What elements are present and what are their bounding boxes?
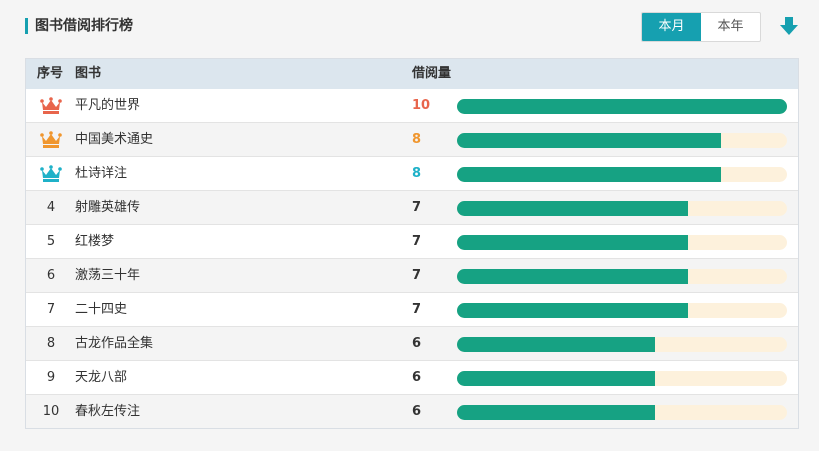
book-title: 二十四史 bbox=[75, 302, 128, 317]
table-row: 杜诗详注 8 bbox=[26, 157, 798, 191]
table-row: 5 红楼梦 7 bbox=[26, 225, 798, 259]
rank-cell: 8 bbox=[46, 336, 56, 351]
column-header-book: 图书 bbox=[75, 66, 102, 81]
rank-cell: 5 bbox=[46, 234, 56, 249]
book-title: 天龙八部 bbox=[75, 370, 128, 385]
rank-cell: 9 bbox=[46, 370, 56, 385]
ranking-table: 序号 图书 借阅量 平凡的世界 10 中国美术通史 8 杜诗详注 8 4 射雕英雄传 7 5 红楼梦… bbox=[25, 58, 799, 429]
book-title: 红楼梦 bbox=[75, 234, 115, 249]
table-row: 6 激荡三十年 7 bbox=[26, 259, 798, 293]
crown-icon bbox=[40, 97, 62, 114]
progress-bar-fill bbox=[457, 235, 688, 250]
progress-bar-track bbox=[457, 405, 787, 420]
rank-cell bbox=[26, 157, 76, 190]
column-header-count: 借阅量 bbox=[412, 66, 452, 81]
column-header-rank: 序号 bbox=[37, 66, 64, 81]
progress-bar-fill bbox=[457, 405, 655, 420]
book-title: 射雕英雄传 bbox=[75, 200, 141, 215]
book-title: 春秋左传注 bbox=[75, 404, 141, 419]
table-body: 平凡的世界 10 中国美术通史 8 杜诗详注 8 4 射雕英雄传 7 5 红楼梦 7 6 激荡三十年 7 7 二… bbox=[26, 89, 798, 428]
progress-bar-track bbox=[457, 133, 787, 148]
progress-bar-track bbox=[457, 99, 787, 114]
progress-bar-fill bbox=[457, 371, 655, 386]
progress-bar-fill bbox=[457, 133, 721, 148]
borrow-count: 7 bbox=[412, 200, 422, 215]
period-tabs: 本月 本年 bbox=[641, 12, 761, 42]
crown-icon bbox=[40, 165, 62, 182]
crown-icon bbox=[40, 131, 62, 148]
borrow-count: 7 bbox=[412, 268, 422, 283]
tab-this-year[interactable]: 本年 bbox=[717, 19, 744, 34]
table-row: 7 二十四史 7 bbox=[26, 293, 798, 327]
borrow-count: 7 bbox=[412, 302, 422, 317]
progress-bar-fill bbox=[457, 201, 688, 216]
book-title: 杜诗详注 bbox=[75, 166, 128, 181]
book-title: 平凡的世界 bbox=[75, 98, 141, 113]
borrow-count: 6 bbox=[412, 404, 422, 419]
borrow-count: 10 bbox=[412, 98, 431, 113]
progress-bar-track bbox=[457, 303, 787, 318]
rank-cell: 7 bbox=[46, 302, 56, 317]
progress-bar-track bbox=[457, 337, 787, 352]
progress-bar-track bbox=[457, 269, 787, 284]
borrow-count: 6 bbox=[412, 336, 422, 351]
rank-cell bbox=[26, 89, 76, 122]
download-arrow-icon[interactable] bbox=[778, 15, 800, 37]
rank-cell: 10 bbox=[42, 404, 60, 419]
table-header: 序号 图书 借阅量 bbox=[26, 59, 798, 89]
progress-bar-fill bbox=[457, 303, 688, 318]
progress-bar-fill bbox=[457, 99, 787, 114]
progress-bar-track bbox=[457, 167, 787, 182]
tab-this-month[interactable]: 本月 bbox=[642, 13, 701, 41]
table-row: 9 天龙八部 6 bbox=[26, 361, 798, 395]
book-title: 激荡三十年 bbox=[75, 268, 141, 283]
borrow-count: 6 bbox=[412, 370, 422, 385]
progress-bar-fill bbox=[457, 269, 688, 284]
rank-cell: 6 bbox=[46, 268, 56, 283]
table-row: 8 古龙作品全集 6 bbox=[26, 327, 798, 361]
borrow-count: 8 bbox=[412, 166, 422, 181]
title-accent-bar bbox=[25, 18, 28, 34]
table-row: 中国美术通史 8 bbox=[26, 123, 798, 157]
borrow-count: 7 bbox=[412, 234, 422, 249]
progress-bar-track bbox=[457, 201, 787, 216]
table-row: 平凡的世界 10 bbox=[26, 89, 798, 123]
borrow-count: 8 bbox=[412, 132, 422, 147]
rank-cell bbox=[26, 123, 76, 156]
book-title: 中国美术通史 bbox=[75, 132, 154, 147]
progress-bar-fill bbox=[457, 337, 655, 352]
panel-header: 图书借阅排行榜 本月 本年 bbox=[0, 0, 819, 52]
book-title: 古龙作品全集 bbox=[75, 336, 154, 351]
progress-bar-fill bbox=[457, 167, 721, 182]
table-row: 10 春秋左传注 6 bbox=[26, 395, 798, 428]
progress-bar-track bbox=[457, 371, 787, 386]
panel-title: 图书借阅排行榜 bbox=[35, 18, 133, 34]
rank-cell: 4 bbox=[46, 200, 56, 215]
progress-bar-track bbox=[457, 235, 787, 250]
table-row: 4 射雕英雄传 7 bbox=[26, 191, 798, 225]
